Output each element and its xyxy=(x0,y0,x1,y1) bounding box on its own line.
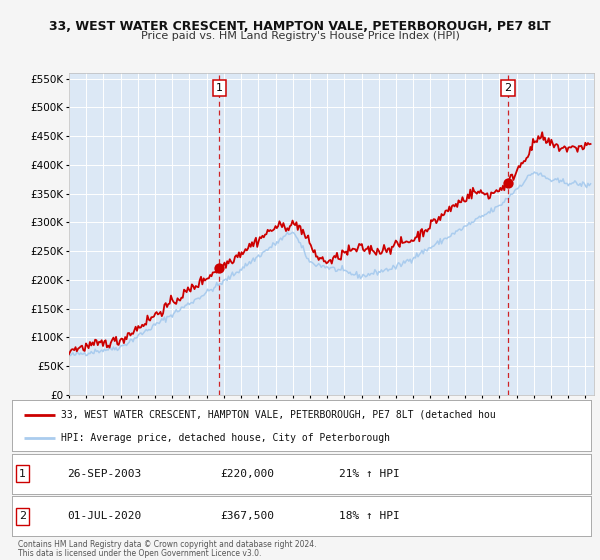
Text: 2: 2 xyxy=(505,83,511,93)
Text: 01-JUL-2020: 01-JUL-2020 xyxy=(67,511,141,521)
Text: 33, WEST WATER CRESCENT, HAMPTON VALE, PETERBOROUGH, PE7 8LT: 33, WEST WATER CRESCENT, HAMPTON VALE, P… xyxy=(49,20,551,32)
Text: 33, WEST WATER CRESCENT, HAMPTON VALE, PETERBOROUGH, PE7 8LT (detached hou: 33, WEST WATER CRESCENT, HAMPTON VALE, P… xyxy=(61,409,496,419)
Text: 26-SEP-2003: 26-SEP-2003 xyxy=(67,469,141,479)
Text: Price paid vs. HM Land Registry's House Price Index (HPI): Price paid vs. HM Land Registry's House … xyxy=(140,31,460,41)
Text: £367,500: £367,500 xyxy=(220,511,274,521)
Text: £220,000: £220,000 xyxy=(220,469,274,479)
Text: HPI: Average price, detached house, City of Peterborough: HPI: Average price, detached house, City… xyxy=(61,433,390,443)
Text: This data is licensed under the Open Government Licence v3.0.: This data is licensed under the Open Gov… xyxy=(18,549,262,558)
Point xyxy=(503,179,513,188)
Point xyxy=(215,264,224,273)
Text: 21% ↑ HPI: 21% ↑ HPI xyxy=(339,469,400,479)
Text: 18% ↑ HPI: 18% ↑ HPI xyxy=(339,511,400,521)
Text: Contains HM Land Registry data © Crown copyright and database right 2024.: Contains HM Land Registry data © Crown c… xyxy=(18,540,317,549)
Text: 2: 2 xyxy=(19,511,26,521)
Text: 1: 1 xyxy=(216,83,223,93)
Text: 1: 1 xyxy=(19,469,26,479)
